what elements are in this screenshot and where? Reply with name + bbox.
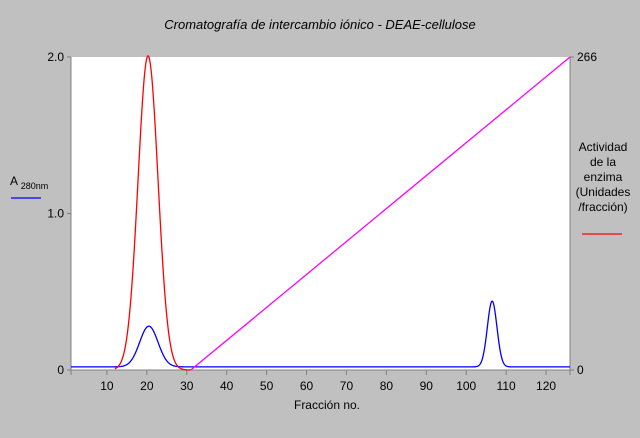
x-tick-label-7: 80 <box>380 379 394 393</box>
right-tick-label-1: 266 <box>577 50 597 64</box>
right-axis-label-line-2: enzima <box>584 170 623 184</box>
right-axis-label-line-3: (Unidades <box>576 185 631 199</box>
series-salt_gradient-line <box>190 56 571 371</box>
left-axis-label-main: A <box>10 174 18 188</box>
left-axis-ticks: 0 1.0 2.0 <box>47 50 71 377</box>
right-tick-label-0: 0 <box>577 363 584 377</box>
right-axis-label-line-4: /fracción) <box>578 200 627 214</box>
left-tick-label-1: 1.0 <box>47 207 64 221</box>
x-tick-label-3: 40 <box>220 379 234 393</box>
chart-title: Cromatografía de intercambio iónico - DE… <box>164 17 475 32</box>
series-absorbance-line <box>71 300 570 368</box>
x-axis-ticks: 10 20 30 40 50 60 70 80 90 100 110 120 <box>100 370 556 393</box>
series-enzyme_activity-line <box>114 55 191 371</box>
x-tick-label-4: 50 <box>260 379 274 393</box>
plot-area <box>71 57 570 370</box>
left-tick-label-0: 0 <box>57 363 64 377</box>
x-tick-label-6: 70 <box>340 379 354 393</box>
x-tick-label-10: 110 <box>497 379 516 393</box>
x-tick-label-1: 20 <box>140 379 154 393</box>
x-tick-label-5: 60 <box>300 379 314 393</box>
series-layer <box>71 55 571 371</box>
left-axis-label: A 280nm <box>10 174 48 191</box>
left-tick-label-2: 2.0 <box>47 50 64 64</box>
x-axis-label: Fracción no. <box>294 398 360 412</box>
x-tick-label-0: 10 <box>100 379 114 393</box>
x-tick-label-2: 30 <box>180 379 194 393</box>
right-axis-label-line-0: Actividad <box>579 140 628 154</box>
x-tick-label-8: 90 <box>420 379 434 393</box>
left-axis-label-sub: 280nm <box>21 181 49 191</box>
right-axis-label-line-1: de la <box>590 155 616 169</box>
x-tick-label-9: 100 <box>456 379 476 393</box>
x-tick-label-11: 120 <box>536 379 556 393</box>
right-axis-ticks: 0 266 <box>570 50 597 377</box>
